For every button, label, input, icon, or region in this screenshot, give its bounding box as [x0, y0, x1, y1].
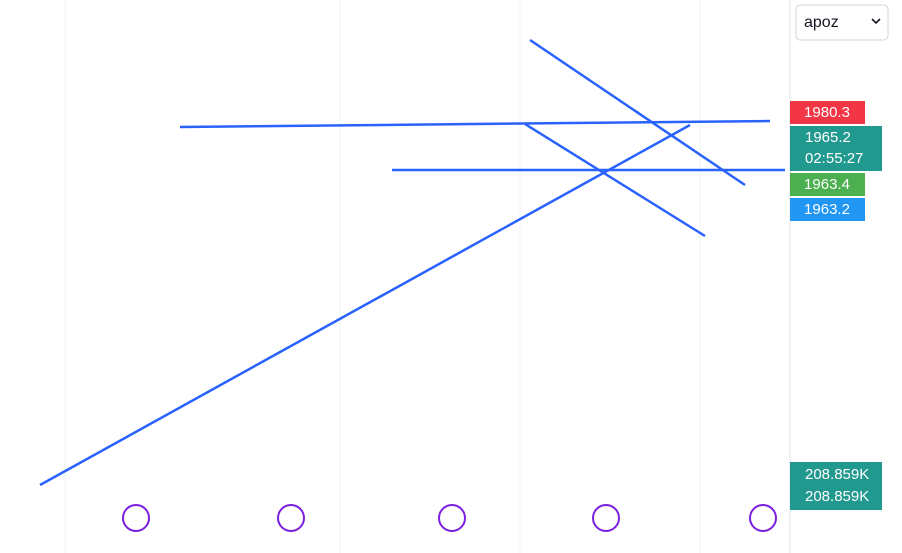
badge-text: 208.859K — [805, 466, 869, 483]
badge — [790, 198, 865, 221]
badge — [790, 101, 865, 124]
replay-buttons[interactable] — [122, 504, 777, 532]
badge-text: 208.859K — [805, 488, 869, 505]
badge — [790, 462, 882, 510]
badge-text: 1980.3 — [804, 104, 850, 121]
chevron[interactable] — [871, 18, 881, 25]
badge-text: 1963.4 — [804, 176, 850, 193]
badge-text: 1963.2 — [804, 201, 850, 218]
vertical-grid — [64, 0, 701, 553]
symbol-menu[interactable] — [795, 4, 889, 41]
price-axis — [790, 0, 902, 553]
countdown: 02:55:27 — [805, 150, 863, 167]
badge — [790, 173, 865, 196]
symbol-menu-text[interactable]: apoz — [804, 14, 839, 31]
trend-lines — [39, 38, 785, 487]
badge — [790, 126, 882, 171]
badge-text: 1965.2 — [805, 129, 851, 146]
